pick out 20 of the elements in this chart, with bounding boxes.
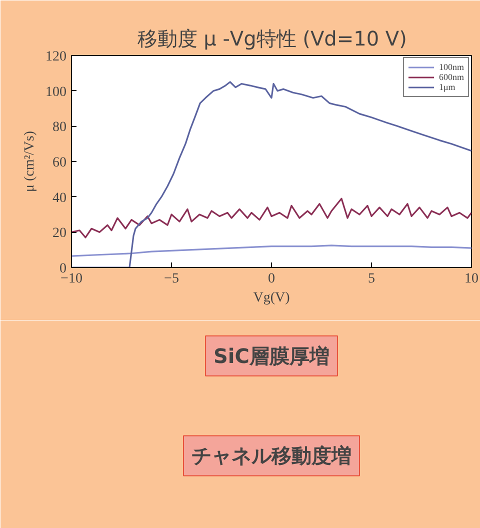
text: SiC層膜厚増 bbox=[214, 344, 330, 368]
x-tick-label: 0 bbox=[268, 272, 275, 286]
y-axis-title: μ (cm²/Vs) bbox=[22, 130, 38, 192]
legend-label: 100nm bbox=[438, 62, 464, 72]
y-tick-label: 20 bbox=[52, 226, 66, 242]
y-tick-label: 100 bbox=[46, 84, 66, 100]
y-tick-label: 80 bbox=[52, 120, 66, 136]
line-series bbox=[72, 198, 472, 238]
legend-label: 1μm bbox=[438, 82, 456, 92]
text: チャネル移動度増 bbox=[192, 444, 352, 468]
x-tick-label: −5 bbox=[164, 272, 179, 286]
x-tick-label: 10 bbox=[464, 272, 478, 286]
y-tick-label: 40 bbox=[52, 190, 66, 206]
chart-title: 移動度 μ -Vg特性 (Vd=10 V) bbox=[137, 26, 407, 50]
x-tick-label: 5 bbox=[368, 272, 375, 286]
legend-label: 600nm bbox=[438, 72, 464, 82]
y-tick-label: 120 bbox=[46, 50, 66, 64]
y-tick-label: 60 bbox=[52, 156, 66, 170]
x-axis-title: Vg(V) bbox=[253, 290, 290, 306]
line-series bbox=[72, 244, 472, 257]
